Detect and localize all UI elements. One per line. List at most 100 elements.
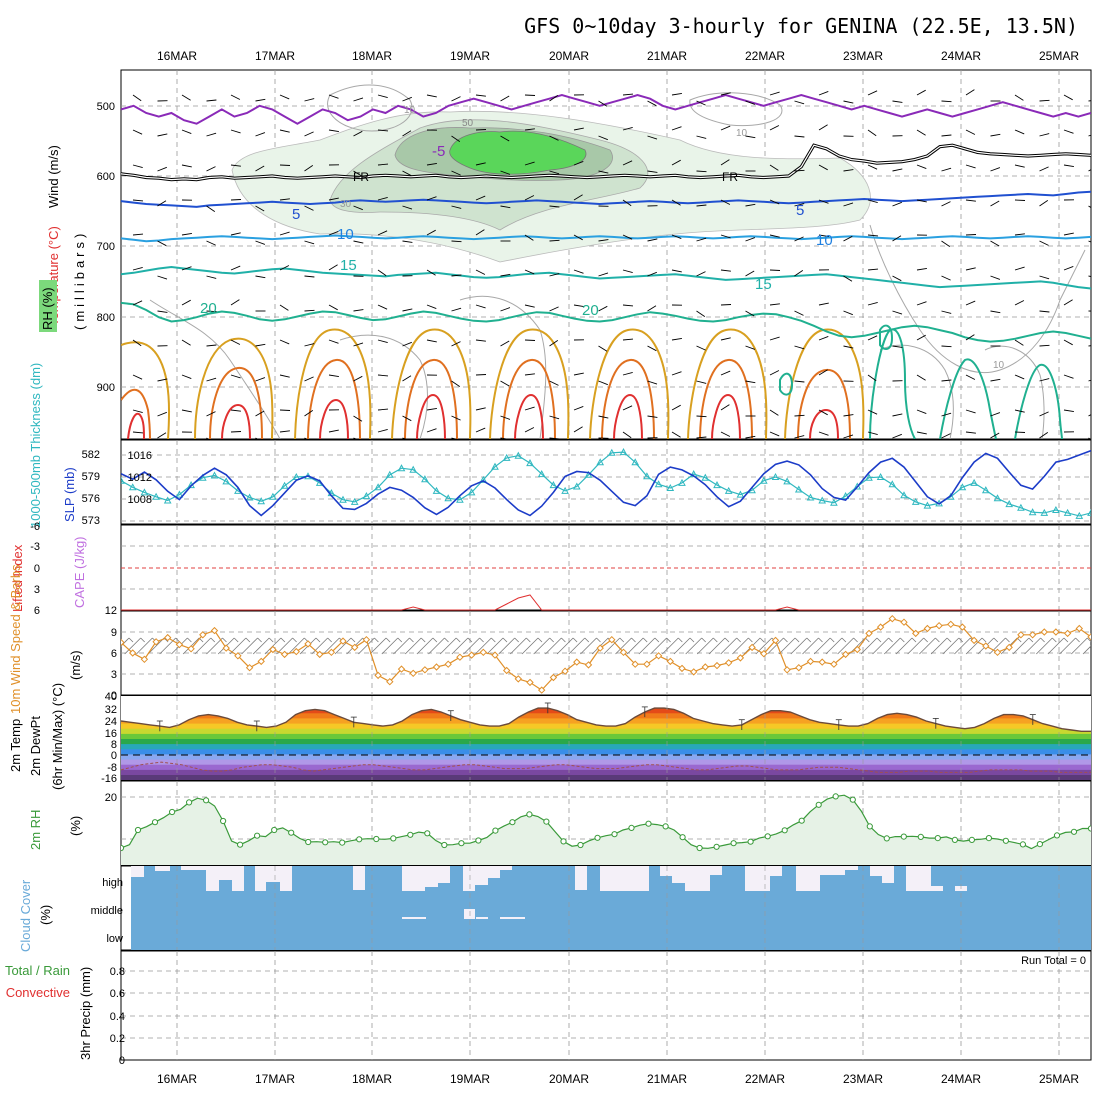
wind-barb — [745, 270, 755, 277]
rh2m-marker — [288, 829, 295, 836]
wind-barb — [965, 374, 976, 380]
thickness-marker — [280, 481, 289, 489]
wind-barb — [255, 205, 265, 212]
wind-barb — [720, 234, 731, 239]
contour-label: 30 — [340, 199, 352, 210]
wind-barb — [475, 427, 486, 433]
wind-barb — [1063, 129, 1074, 134]
wind-barb — [794, 414, 805, 417]
wind10-marker — [911, 629, 920, 638]
wind10-barb-tick — [865, 637, 870, 643]
wind-barb — [475, 304, 486, 309]
wind-barb — [720, 404, 730, 411]
wind10-marker — [666, 657, 675, 666]
rh2m-marker — [526, 811, 533, 818]
wind-barb — [1088, 414, 1091, 417]
wind-barb — [598, 135, 608, 141]
millibars-label: (millibars) — [72, 230, 87, 330]
upper-wind-barbs — [132, 89, 1091, 439]
wind-barb — [230, 374, 241, 379]
wind-barb — [230, 431, 242, 433]
wind-barb — [696, 204, 707, 207]
rh2m-marker — [815, 801, 822, 808]
wind-barb — [353, 205, 363, 211]
wind-barb — [965, 164, 976, 169]
wind-barb — [255, 240, 266, 245]
wind10-marker — [1087, 633, 1091, 641]
wind-barb — [402, 437, 408, 439]
thickness-marker — [397, 464, 406, 472]
thickness-marker — [666, 483, 675, 491]
wind-barb — [647, 271, 657, 277]
wind-barb — [500, 380, 510, 387]
wind-barb — [304, 309, 315, 312]
rh2m-marker — [883, 835, 890, 842]
wind10-barb — [1071, 637, 1088, 655]
wind10-barb-tick — [876, 637, 882, 643]
wind10-marker — [234, 652, 242, 660]
wind10-barb — [626, 637, 644, 655]
wind-barb — [426, 407, 437, 411]
wind-barb — [157, 200, 167, 207]
wind-barb — [573, 372, 584, 376]
wind10-marker — [1005, 643, 1013, 652]
wind-barb — [1088, 345, 1091, 347]
wind-barb — [769, 269, 781, 271]
wind-barb — [157, 378, 168, 382]
wind10-barb — [428, 637, 445, 655]
wind-barb — [451, 274, 462, 277]
wind-barb — [402, 240, 413, 243]
rh2m-marker — [696, 844, 703, 852]
wind-barb — [304, 98, 315, 102]
wind10-marker — [479, 648, 488, 657]
rh2m-marker — [322, 839, 329, 846]
precip-frame — [120, 950, 1092, 1061]
wind10-barb — [954, 637, 971, 655]
wind-barb — [647, 100, 657, 107]
wind-barb — [867, 431, 878, 436]
wind-barb — [451, 307, 462, 312]
wind10-marker — [121, 638, 125, 647]
thickness-marker — [806, 493, 815, 501]
wind-barb — [475, 195, 486, 201]
wind10-barb-tick — [736, 637, 741, 643]
wind-barb — [279, 430, 290, 433]
wind10-marker — [643, 660, 651, 668]
wind10-marker — [421, 666, 429, 674]
rh2m-marker — [151, 819, 159, 826]
wind-barb — [671, 159, 681, 166]
low-isotherm-loops — [121, 324, 1063, 439]
wind-barb — [402, 341, 412, 347]
wind-barb — [622, 269, 633, 274]
wind-barb — [255, 98, 266, 102]
wind-barb — [377, 94, 388, 99]
date-label-top: 21MAR — [647, 49, 687, 63]
thickness-marker — [596, 458, 605, 466]
rh2m-marker — [1070, 828, 1078, 835]
rh2m-marker — [271, 826, 278, 834]
wind-barb — [377, 129, 389, 132]
thickness-marker — [643, 472, 651, 480]
isotherm-line — [121, 190, 1091, 208]
date-label-top: 22MAR — [745, 49, 785, 63]
wind-barb — [524, 128, 535, 131]
thickness-line — [121, 451, 1091, 517]
wind-barb — [524, 269, 535, 275]
wind10-barb — [194, 637, 212, 655]
wind-barb — [671, 337, 682, 341]
wind-barb — [892, 345, 903, 348]
wind10-barb — [545, 637, 562, 655]
wind10-barb — [334, 637, 352, 655]
wind-barb — [990, 240, 1000, 247]
upper-air-panel: 10 -5 50 10 FR FR 30 5 5 10 10 15 15 20 … — [39, 70, 1091, 439]
wind-barb — [941, 275, 951, 281]
wind-barb — [206, 344, 217, 347]
rh2m-panel: 20 2m RH (%) — [28, 781, 1091, 865]
thickness-marker — [140, 488, 149, 496]
wind10-barb-tick — [794, 637, 800, 643]
wind-barb — [1039, 99, 1050, 102]
wind10-barb-tick — [911, 637, 917, 643]
rh2m-marker — [1019, 841, 1027, 848]
wind10-barb — [381, 637, 399, 655]
ytick-label: 500 — [97, 101, 115, 113]
